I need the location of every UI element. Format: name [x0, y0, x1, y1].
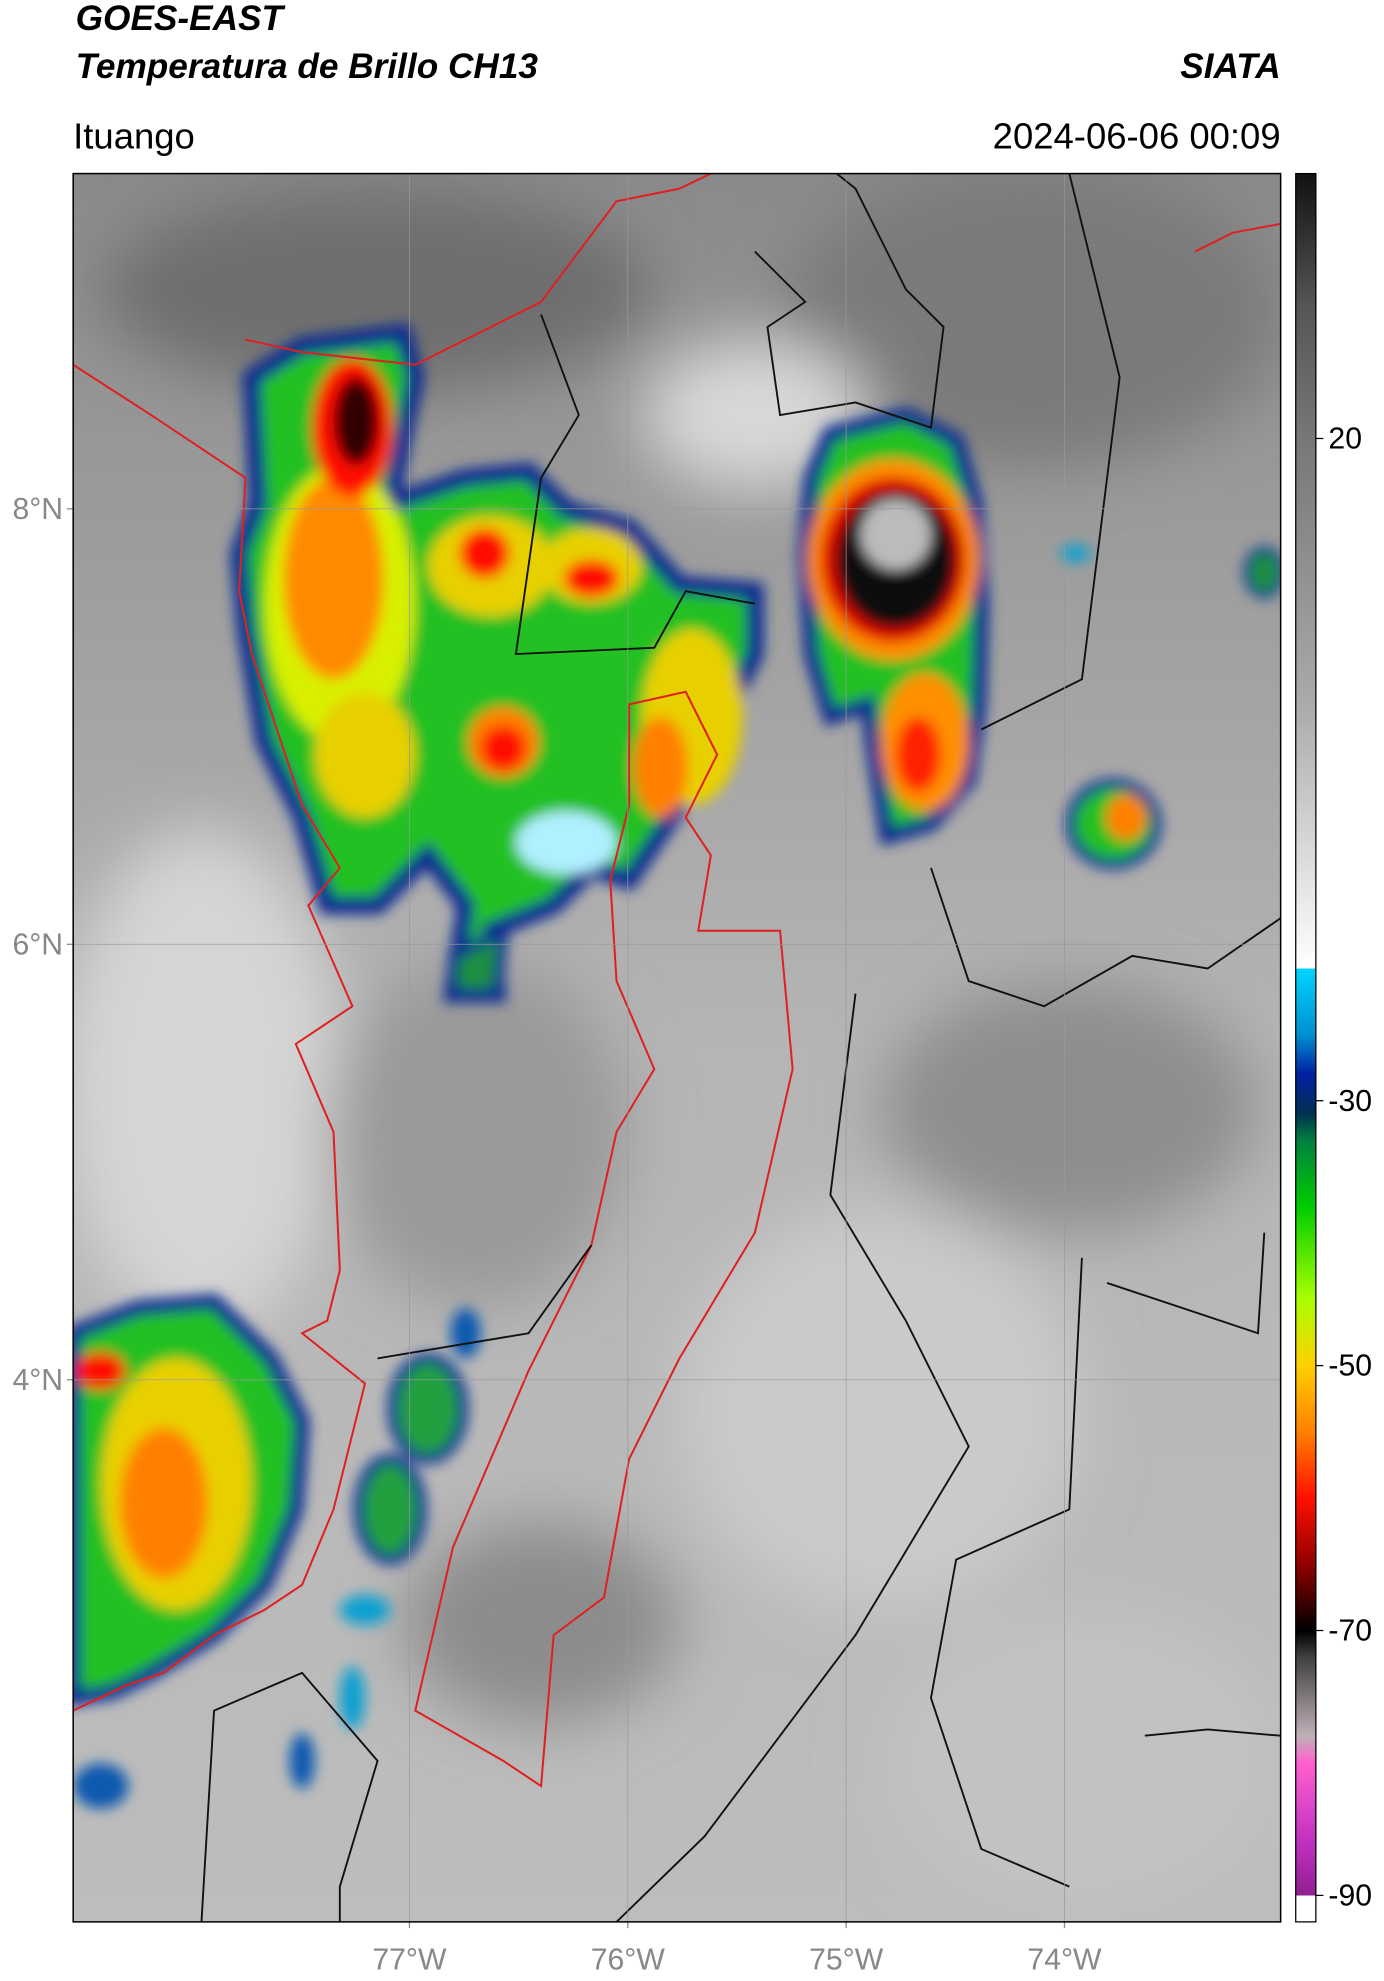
- y-tick-label: 8°N: [12, 493, 63, 526]
- x-tick-label: 75°W: [809, 1944, 884, 1977]
- storm-sw: [73, 1293, 481, 1809]
- cloud-cell: [450, 1308, 481, 1359]
- cool-area: [641, 339, 869, 491]
- cloud-core: [632, 716, 689, 818]
- warm-area: [880, 981, 1258, 1233]
- location: Ituango: [73, 115, 195, 156]
- cool-area: [73, 830, 340, 1334]
- storm-ne: [797, 407, 1281, 870]
- cloud-cell: [353, 1453, 427, 1565]
- boundary: [980, 173, 1121, 731]
- title: GOES-EAST: [76, 0, 286, 38]
- cloud-texture: [73, 173, 1281, 1912]
- cloud-core: [480, 725, 526, 772]
- cloud-gap: [515, 811, 617, 875]
- cloud-cell: [73, 1763, 129, 1809]
- cool-area: [880, 1610, 1281, 1912]
- warm-area: [780, 173, 1281, 466]
- borders-black: [200, 173, 1281, 1922]
- warm-area: [402, 1521, 680, 1724]
- coastline: [1194, 222, 1281, 253]
- cloud-core: [314, 691, 416, 818]
- cloud-cell: [339, 1666, 365, 1730]
- colorbar-label: -30: [1328, 1085, 1372, 1118]
- y-tick-label: 4°N: [12, 1364, 63, 1397]
- storm-nw: [230, 323, 764, 1003]
- coastline: [245, 173, 712, 366]
- boundary: [615, 993, 970, 1922]
- cloud-core: [75, 1352, 126, 1390]
- cloud-core: [895, 716, 942, 793]
- cloud-cell: [339, 1594, 391, 1626]
- boundary: [930, 867, 1281, 1008]
- colorbar-label: 20: [1328, 423, 1362, 456]
- warm-area: [100, 188, 655, 390]
- cloud-cell: [289, 1733, 315, 1789]
- cloud-core: [283, 477, 384, 680]
- cloud-cell: [1243, 546, 1281, 599]
- colorbar-label: -90: [1328, 1879, 1372, 1912]
- y-tick-label: 6°N: [12, 928, 63, 961]
- colorbar-label: -50: [1328, 1350, 1372, 1383]
- cloud-core: [1105, 794, 1147, 841]
- cloud-core: [119, 1427, 208, 1579]
- subtitle: Temperatura de Brillo CH13: [76, 47, 539, 86]
- colorbar-label: -70: [1328, 1615, 1372, 1648]
- cloud-cell: [387, 1353, 469, 1465]
- x-tick-label: 77°W: [372, 1944, 447, 1977]
- boundary: [377, 1244, 593, 1360]
- colorbar-ticks: 20 -30 -50 -70 -90: [1315, 423, 1372, 1912]
- cloud-top: [333, 377, 379, 466]
- boundary: [1144, 1728, 1281, 1737]
- x-tick-label: 74°W: [1027, 1944, 1102, 1977]
- coastline: [73, 363, 367, 1712]
- colorbar: [1295, 172, 1317, 1923]
- cool-area: [679, 1207, 1082, 1610]
- boundary: [930, 1257, 1083, 1888]
- boundary: [754, 173, 945, 429]
- borders-red: [73, 173, 1281, 1788]
- region-outline: [414, 690, 794, 1788]
- boundary: [1106, 1232, 1266, 1335]
- warm-area: [327, 955, 630, 1309]
- cloud-cell: [447, 922, 510, 999]
- cloud-core: [459, 528, 510, 579]
- boundary: [514, 314, 756, 656]
- graticule: [66, 173, 1281, 1929]
- datetime: 2024-06-06 00:09: [993, 115, 1281, 156]
- cloud-top: [860, 499, 931, 570]
- x-tick-label: 76°W: [591, 1944, 666, 1977]
- cloud-core: [563, 559, 620, 598]
- map-area: [73, 173, 1281, 1922]
- brand: SIATA: [1180, 47, 1280, 86]
- cloud-cell: [1060, 544, 1091, 563]
- map-frame: [72, 172, 1282, 1923]
- boundary: [200, 1671, 379, 1922]
